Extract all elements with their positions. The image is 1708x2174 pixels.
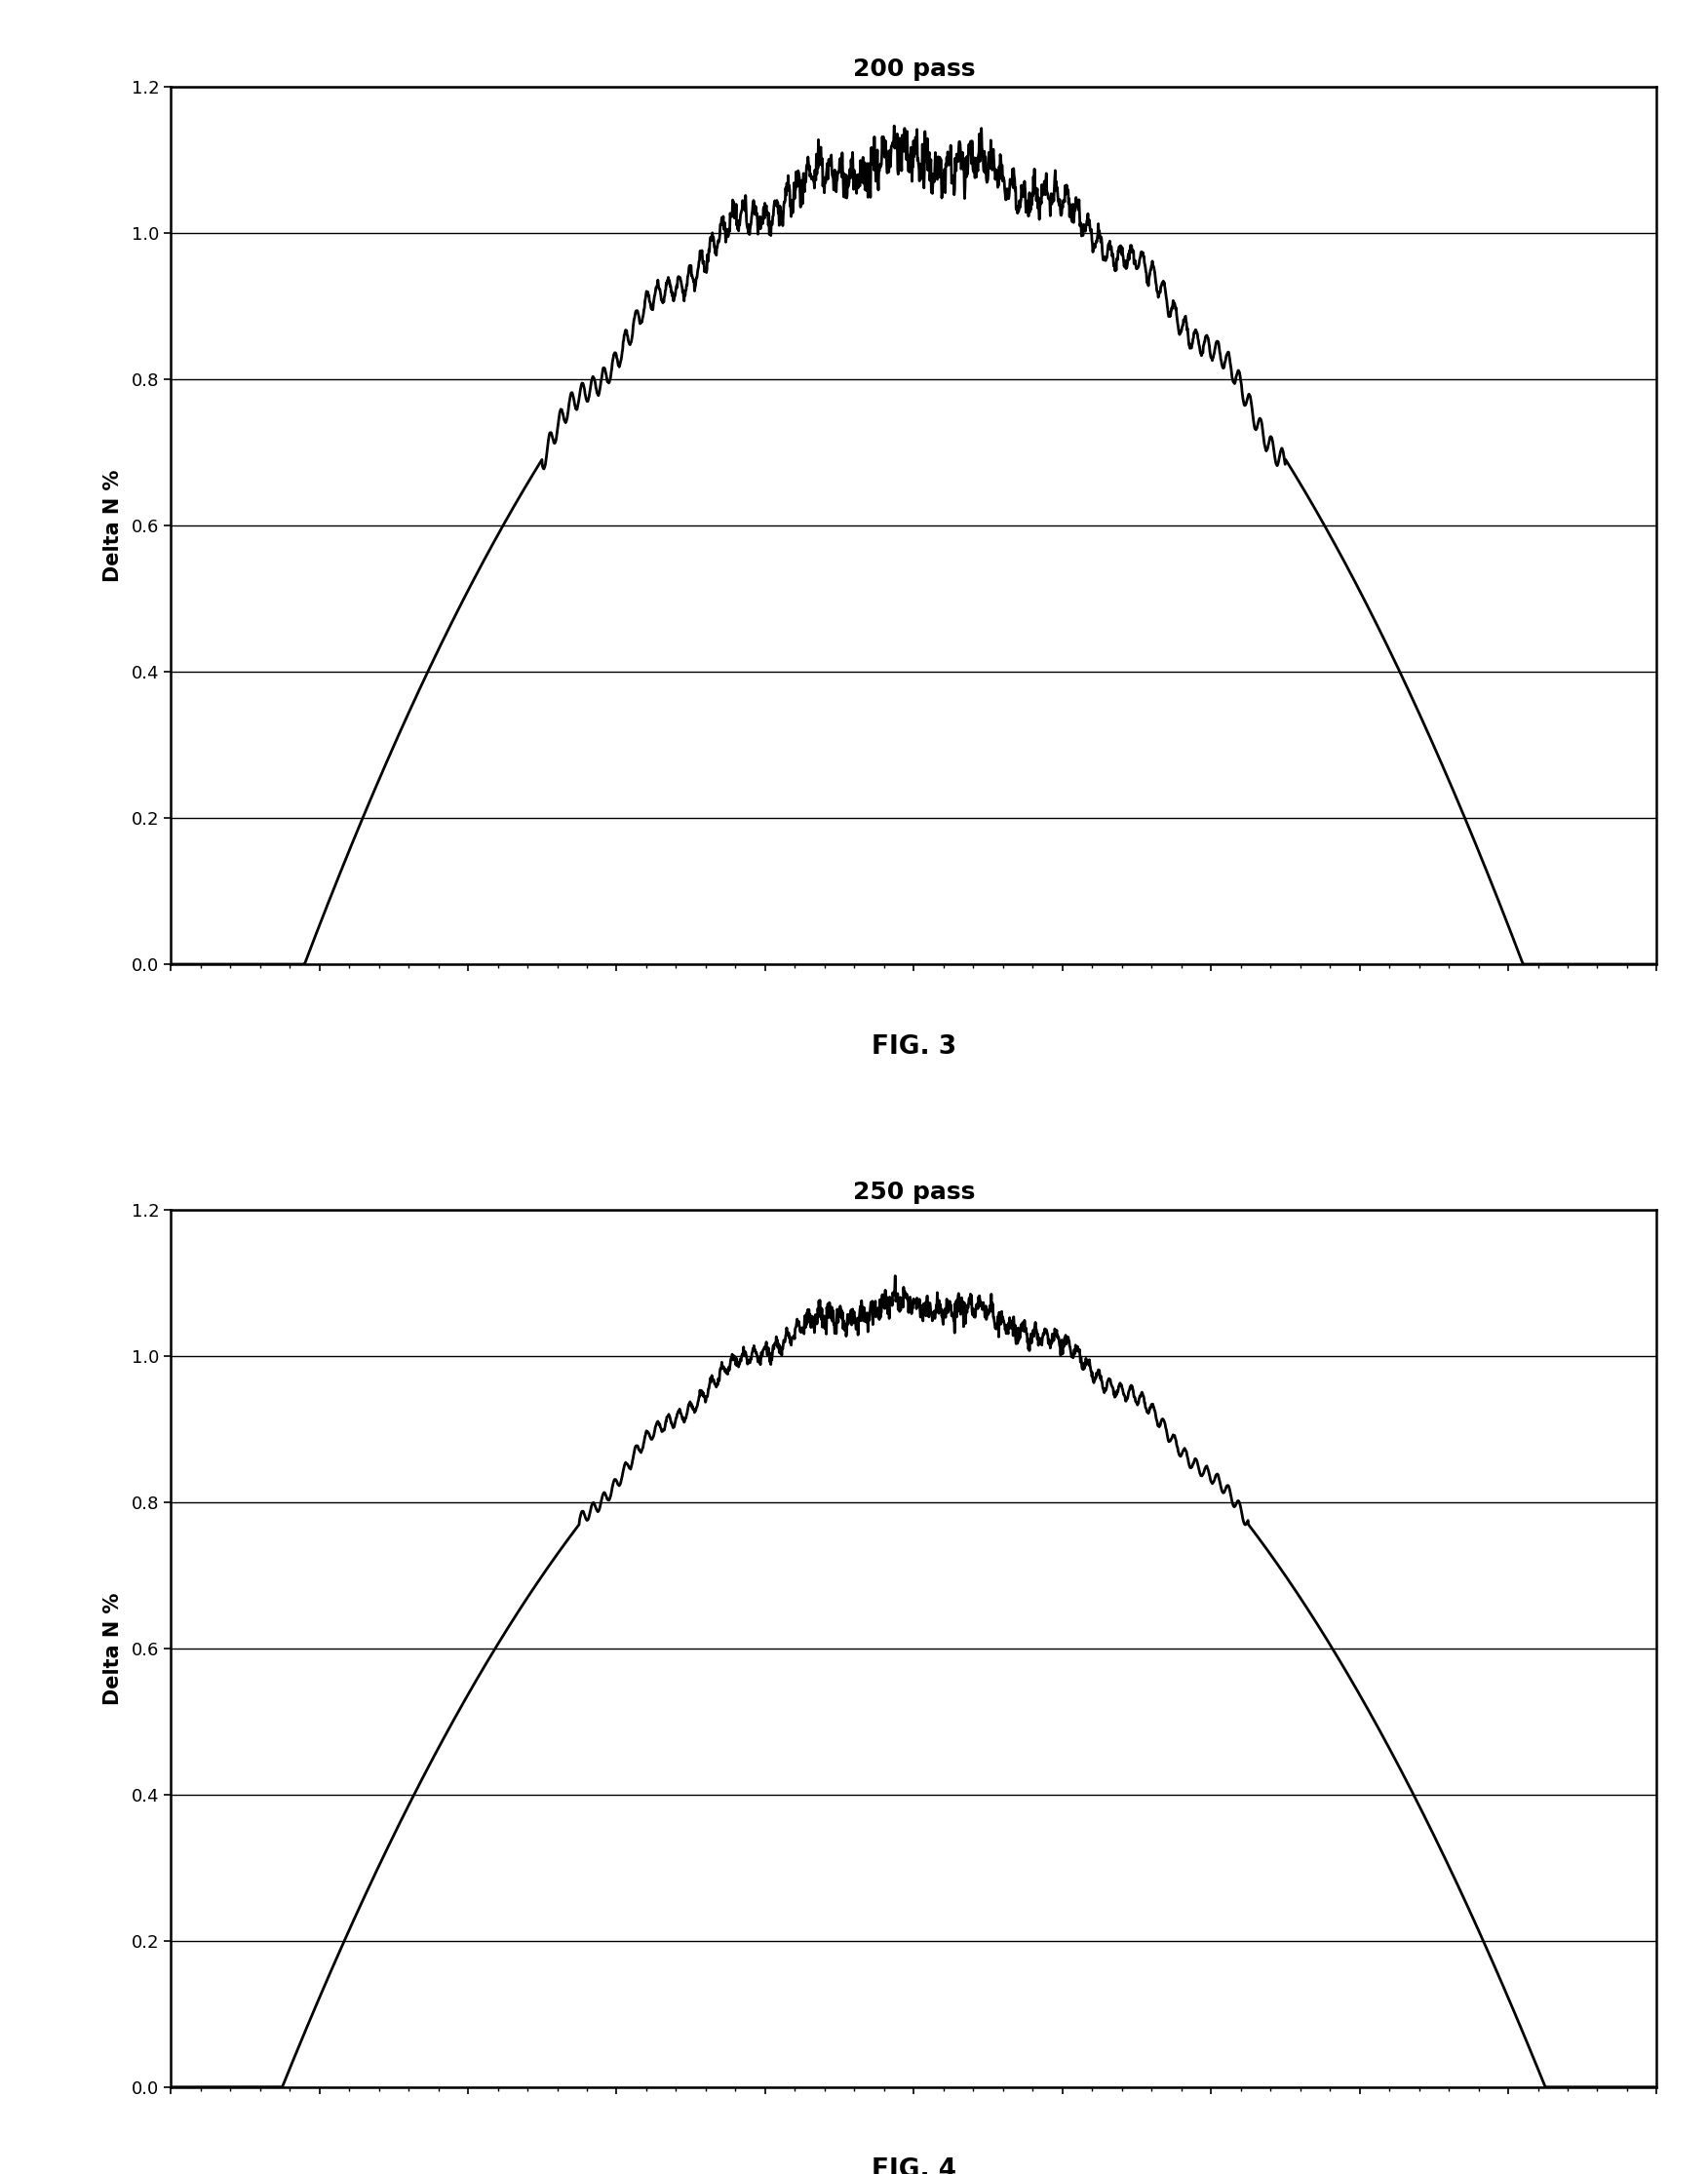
Y-axis label: Delta N %: Delta N %: [104, 470, 123, 583]
Y-axis label: Delta N %: Delta N %: [104, 1591, 123, 1704]
Text: FIG. 3: FIG. 3: [871, 1035, 956, 1059]
Title: 250 pass: 250 pass: [852, 1180, 975, 1204]
Text: FIG. 4: FIG. 4: [871, 2157, 956, 2174]
Title: 200 pass: 200 pass: [852, 57, 975, 80]
